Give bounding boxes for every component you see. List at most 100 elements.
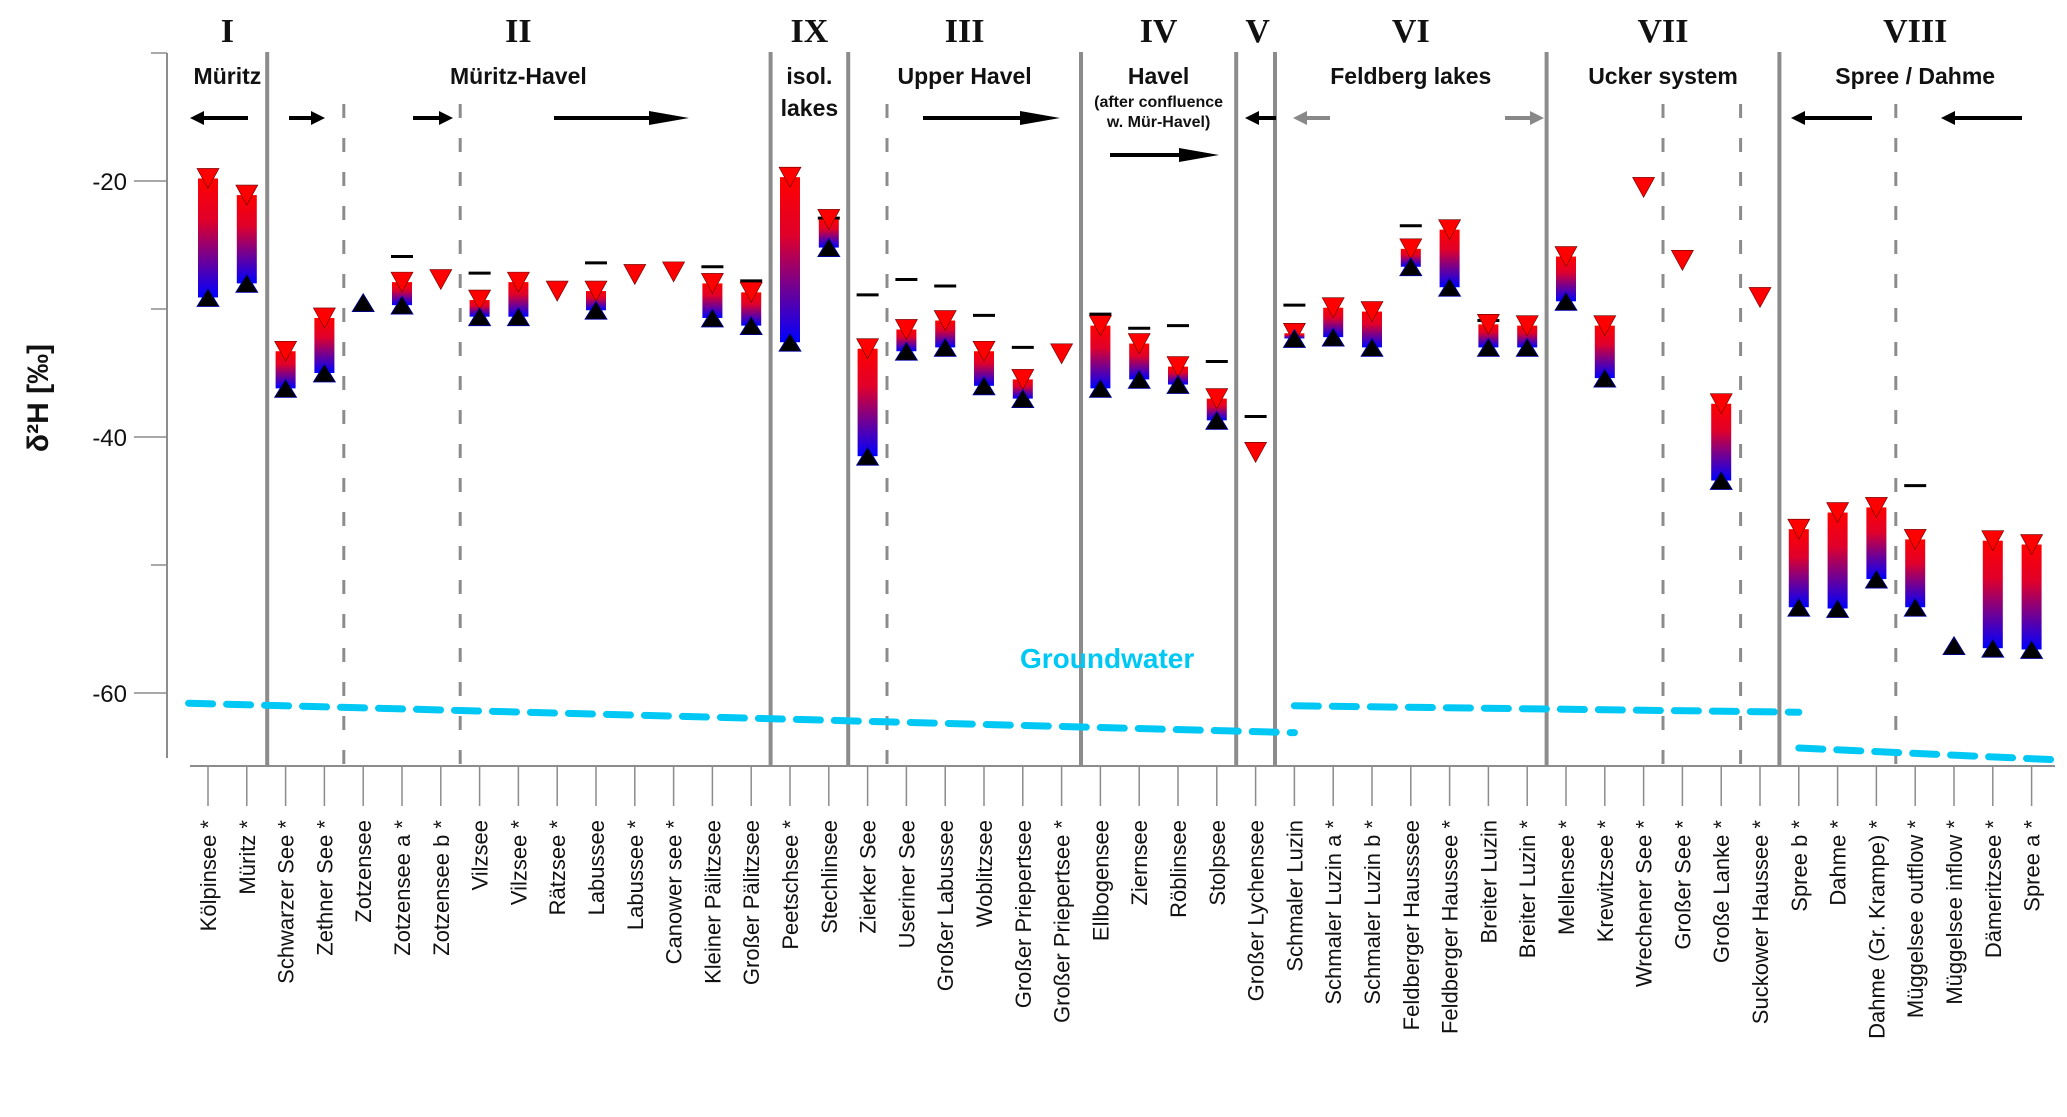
category-label: Canower see * <box>662 820 687 965</box>
category-label: Ziernsee <box>1127 820 1152 906</box>
max-marker-icon <box>545 280 569 302</box>
data-point-group <box>778 166 802 352</box>
max-marker-icon <box>1709 393 1733 415</box>
category-label: Große Lanke * <box>1709 820 1734 964</box>
group-roman-numeral: VI <box>1392 13 1430 50</box>
range-bar <box>1827 512 1848 609</box>
flow-arrow-left-icon <box>1245 111 1276 125</box>
range-bar <box>1478 324 1499 348</box>
group-name: isol. <box>786 63 832 89</box>
range-bar <box>1866 507 1887 580</box>
min-marker-icon <box>700 308 725 328</box>
data-point-group <box>1593 315 1617 388</box>
max-marker-icon <box>662 261 686 283</box>
min-marker-icon <box>1127 369 1151 389</box>
min-marker-icon <box>506 306 531 327</box>
category-label: Dahme * <box>1826 820 1851 906</box>
min-marker-icon <box>196 287 220 307</box>
data-point-group <box>1903 484 1927 617</box>
min-marker-icon <box>1942 635 1966 656</box>
flow-arrow-left-icon <box>190 111 248 125</box>
max-marker-icon <box>1981 530 2005 552</box>
category-label: Zotzensee b * <box>429 820 454 956</box>
min-marker-icon <box>312 363 337 383</box>
range-bar <box>1594 325 1615 379</box>
category-label: Müritz * <box>235 820 260 895</box>
data-point-group <box>1864 497 1889 589</box>
flow-arrow-left-icon <box>1791 111 1872 125</box>
range-bar <box>508 282 529 317</box>
category-label: Großer Lychensee <box>1244 820 1269 1001</box>
max-marker-icon <box>429 269 453 291</box>
group-separators <box>265 52 1898 766</box>
flow-arrow-right-icon <box>554 111 689 125</box>
range-bar <box>896 329 917 352</box>
data-point-group <box>545 280 569 302</box>
flow-arrow-right-icon <box>413 111 453 125</box>
max-marker-icon <box>1360 301 1384 323</box>
max-marker-icon <box>817 209 841 231</box>
data-point-group <box>1515 315 1539 357</box>
min-marker-icon <box>778 332 802 352</box>
min-marker-icon <box>1903 597 1927 617</box>
category-label: Röblinsee <box>1166 820 1191 918</box>
data-point-group <box>623 264 647 286</box>
data-point-group <box>1244 415 1268 463</box>
groundwater-line <box>185 699 1298 737</box>
category-label: Zotzensee a * <box>390 820 415 956</box>
group-headers: I Müritz II Müritz-Havel IX isol. lakes III Uppe… <box>190 13 2022 162</box>
max-marker-icon <box>1632 177 1656 199</box>
max-marker-icon <box>506 271 530 293</box>
max-marker-icon <box>1787 518 1811 540</box>
category-label: Stolpsee <box>1205 820 1230 906</box>
category-label: Rätzsee * <box>545 820 570 916</box>
group-roman-numeral: VII <box>1637 13 1688 50</box>
category-label: Suckower Haussee * <box>1748 820 1773 1025</box>
max-marker-icon <box>2020 534 2044 556</box>
max-marker-icon <box>312 307 336 329</box>
range-bar <box>1711 403 1732 481</box>
range-bar <box>1129 343 1150 380</box>
range-bar <box>1090 325 1111 389</box>
category-label: Kleiner Pälitzsee <box>700 820 725 984</box>
group-name: Feldberg lakes <box>1330 63 1491 89</box>
min-marker-icon <box>855 446 880 466</box>
category-label: Großer Pälitzsee <box>739 820 764 985</box>
max-marker-icon <box>1244 442 1268 463</box>
range-bar <box>818 219 839 248</box>
min-marker-icon <box>817 237 841 257</box>
max-marker-icon <box>1399 238 1423 260</box>
category-label: Breiter Luzin <box>1476 820 1501 944</box>
groundwater-line <box>1795 744 2055 764</box>
groundwater-label: Groundwater <box>1020 643 1194 674</box>
max-marker-icon <box>856 338 880 360</box>
range-bar <box>1556 256 1576 302</box>
min-marker-icon <box>584 300 608 320</box>
max-marker-icon <box>1476 314 1500 335</box>
range-bar <box>741 292 762 326</box>
data-point-group <box>1476 314 1501 357</box>
data-point-group <box>1088 312 1113 398</box>
data-point-group <box>1554 246 1578 311</box>
data-point-group <box>855 293 880 466</box>
data-point-group <box>1825 502 1850 618</box>
max-marker-icon <box>1593 315 1617 337</box>
category-label: Krewitzsee * <box>1593 820 1618 943</box>
group-name-line2: lakes <box>781 95 839 121</box>
range-bar <box>1982 540 2003 649</box>
category-label: Spree a * <box>2020 820 2045 912</box>
category-label: Dämeritzsee * <box>1981 820 2006 959</box>
group-roman-numeral: II <box>505 13 531 50</box>
min-marker-icon <box>235 273 259 293</box>
category-label: Mellensee * <box>1554 820 1579 935</box>
data-point-group <box>894 278 919 361</box>
category-label: Zotzensee <box>351 820 376 923</box>
range-bar <box>236 195 257 284</box>
flow-arrow-right-icon <box>289 111 325 125</box>
data-point-group <box>972 313 996 396</box>
max-marker-icon <box>1515 315 1539 337</box>
category-label: Labussee <box>584 820 609 915</box>
flow-arrow-right-icon <box>1110 148 1219 162</box>
max-marker-icon <box>739 282 763 303</box>
data-point-group <box>933 284 957 357</box>
